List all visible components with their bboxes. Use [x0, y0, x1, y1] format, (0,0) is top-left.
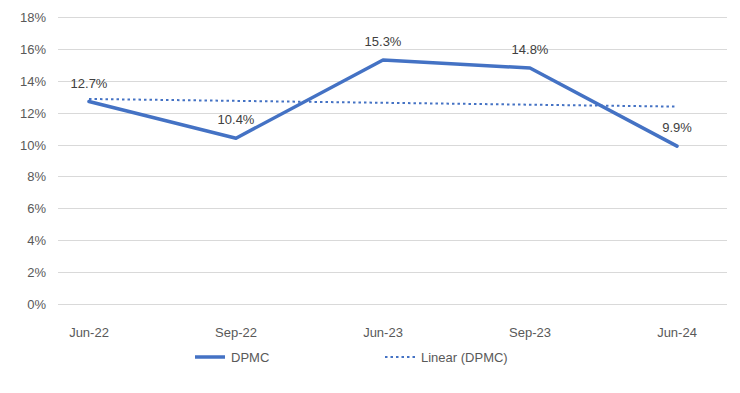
- chart-svg: 0% 2% 4% 6% 8% 10% 12% 14% 16% 18% Jun-22 Sep-22 Jun…: [0, 0, 740, 393]
- grid-line: [58, 145, 727, 146]
- y-tick-label: 12%: [20, 106, 46, 121]
- x-tick-label: Sep-23: [509, 325, 551, 340]
- data-label: 9.9%: [662, 120, 692, 135]
- y-tick-label: 10%: [20, 138, 46, 153]
- legend-label: Linear (DPMC): [421, 350, 508, 365]
- grid-line: [58, 49, 727, 50]
- data-label: 15.3%: [365, 34, 402, 49]
- grid-line: [58, 272, 727, 273]
- y-tick-label: 16%: [20, 42, 46, 57]
- data-label: 10.4%: [218, 112, 255, 127]
- x-tick-label: Jun-23: [363, 325, 403, 340]
- legend-swatch: [195, 355, 225, 359]
- y-tick-label: 18%: [20, 10, 46, 25]
- x-tick-label: Sep-22: [215, 325, 257, 340]
- y-tick-label: 0%: [27, 297, 46, 312]
- grid-line: [58, 17, 727, 18]
- y-tick-label: 6%: [27, 201, 46, 216]
- grid-line: [58, 304, 727, 305]
- series-line: [89, 60, 677, 146]
- x-tick-label: Jun-24: [657, 325, 697, 340]
- legend-label: DPMC: [231, 350, 269, 365]
- series-group: [89, 60, 677, 146]
- grid-line: [58, 208, 727, 209]
- y-tick-label: 14%: [20, 74, 46, 89]
- data-label: 14.8%: [512, 42, 549, 57]
- grid-line: [58, 113, 727, 114]
- legend: DPMC Linear (DPMC): [195, 350, 508, 365]
- grid-line: [58, 176, 727, 177]
- grid-line: [58, 81, 727, 82]
- grid-line: [58, 240, 727, 241]
- y-tick-label: 2%: [27, 265, 46, 280]
- data-label: 12.7%: [71, 76, 108, 91]
- y-tick-label: 4%: [27, 233, 46, 248]
- y-tick-label: 8%: [27, 169, 46, 184]
- legend-swatch: [385, 356, 415, 358]
- chart-container: 0% 2% 4% 6% 8% 10% 12% 14% 16% 18% Jun-22 Sep-22 Jun…: [0, 0, 740, 393]
- x-tick-label: Jun-22: [69, 325, 109, 340]
